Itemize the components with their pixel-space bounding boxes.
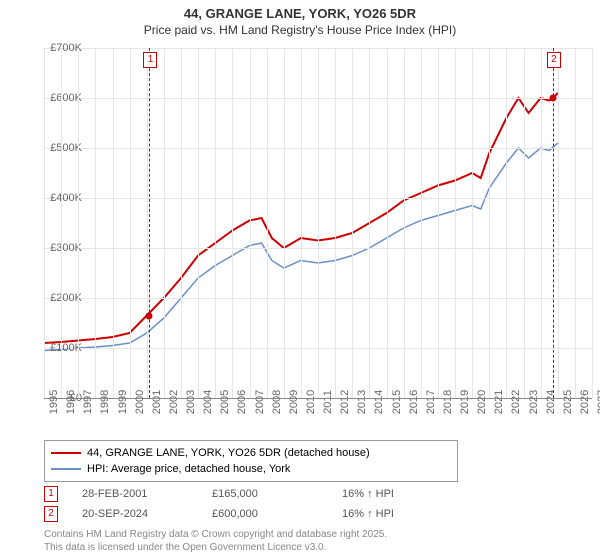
x-axis-label: 2022 — [510, 390, 522, 414]
gridline-vertical — [575, 48, 576, 398]
x-axis-label: 2006 — [236, 390, 248, 414]
gridline-vertical — [267, 48, 268, 398]
legend-item: 44, GRANGE LANE, YORK, YO26 5DR (detache… — [51, 445, 451, 461]
footer-change: 16% ↑ HPI — [342, 508, 472, 520]
x-axis-label: 2005 — [219, 390, 231, 414]
copyright-notice: Contains HM Land Registry data © Crown c… — [44, 528, 387, 554]
gridline-vertical — [558, 48, 559, 398]
chart-subtitle: Price paid vs. HM Land Registry's House … — [0, 23, 600, 37]
legend-label: 44, GRANGE LANE, YORK, YO26 5DR (detache… — [87, 447, 370, 459]
gridline-vertical — [215, 48, 216, 398]
footer-data-row: 1 28-FEB-2001£165,00016% ↑ HPI — [44, 484, 472, 504]
x-axis-label: 2003 — [185, 390, 197, 414]
x-axis-label: 2013 — [356, 390, 368, 414]
legend-swatch — [51, 452, 81, 454]
x-axis-label: 2011 — [322, 390, 334, 414]
gridline-vertical — [301, 48, 302, 398]
x-axis-label: 1999 — [117, 390, 129, 414]
footer-date: 28-FEB-2001 — [82, 488, 212, 500]
marker-point — [549, 95, 556, 102]
x-axis-label: 1998 — [99, 390, 111, 414]
x-axis-label: 2020 — [476, 390, 488, 414]
marker-data-table: 1 28-FEB-2001£165,00016% ↑ HPI 2 20-SEP-202… — [44, 484, 472, 524]
gridline-vertical — [181, 48, 182, 398]
footer-price: £600,000 — [212, 508, 342, 520]
gridline-vertical — [44, 48, 45, 398]
x-axis-label: 2026 — [579, 390, 591, 414]
footer-price: £165,000 — [212, 488, 342, 500]
gridline-vertical — [250, 48, 251, 398]
x-axis-label: 2010 — [305, 390, 317, 414]
gridline-vertical — [284, 48, 285, 398]
x-axis-label: 2007 — [254, 390, 266, 414]
x-axis-line — [44, 398, 592, 399]
footer-marker-box: 2 — [44, 506, 58, 522]
x-axis-label: 1997 — [82, 390, 94, 414]
x-axis-label: 2019 — [459, 390, 471, 414]
chart-legend: 44, GRANGE LANE, YORK, YO26 5DR (detache… — [44, 440, 458, 482]
gridline-vertical — [541, 48, 542, 398]
gridline-vertical — [387, 48, 388, 398]
gridline-vertical — [318, 48, 319, 398]
chart-title: 44, GRANGE LANE, YORK, YO26 5DR — [0, 6, 600, 21]
gridline-vertical — [592, 48, 593, 398]
x-axis-label: 2021 — [493, 390, 505, 414]
marker-point — [146, 312, 153, 319]
gridline-vertical — [335, 48, 336, 398]
chart-title-block: 44, GRANGE LANE, YORK, YO26 5DR Price pa… — [0, 0, 600, 37]
footer-data-row: 2 20-SEP-2024£600,00016% ↑ HPI — [44, 504, 472, 524]
marker-label-box: 2 — [547, 52, 561, 68]
x-axis-label: 2002 — [168, 390, 180, 414]
gridline-vertical — [95, 48, 96, 398]
legend-label: HPI: Average price, detached house, York — [87, 463, 290, 475]
gridline-vertical — [61, 48, 62, 398]
copyright-line1: Contains HM Land Registry data © Crown c… — [44, 528, 387, 541]
gridline-vertical — [438, 48, 439, 398]
x-axis-label: 2000 — [134, 390, 146, 414]
x-axis-label: 2018 — [442, 390, 454, 414]
x-axis-label: 2023 — [528, 390, 540, 414]
gridline-vertical — [489, 48, 490, 398]
gridline-vertical — [524, 48, 525, 398]
chart-plot-area: £0£100K£200K£300K£400K£500K£600K£700K199… — [44, 48, 592, 398]
legend-item: HPI: Average price, detached house, York — [51, 461, 451, 477]
gridline-vertical — [130, 48, 131, 398]
x-axis-label: 2024 — [545, 390, 557, 414]
gridline-vertical — [472, 48, 473, 398]
x-axis-label: 2001 — [151, 390, 163, 414]
x-axis-label: 2016 — [408, 390, 420, 414]
marker-guideline — [149, 48, 150, 398]
gridline-vertical — [369, 48, 370, 398]
x-axis-label: 2014 — [373, 390, 385, 414]
gridline-vertical — [404, 48, 405, 398]
marker-label-box: 1 — [143, 52, 157, 68]
gridline-vertical — [421, 48, 422, 398]
gridline-vertical — [506, 48, 507, 398]
x-axis-label: 2008 — [271, 390, 283, 414]
footer-change: 16% ↑ HPI — [342, 488, 472, 500]
gridline-vertical — [455, 48, 456, 398]
gridline-vertical — [232, 48, 233, 398]
gridline-vertical — [198, 48, 199, 398]
legend-swatch — [51, 468, 81, 470]
x-axis-label: 2012 — [339, 390, 351, 414]
footer-marker-box: 1 — [44, 486, 58, 502]
gridline-vertical — [78, 48, 79, 398]
footer-date: 20-SEP-2024 — [82, 508, 212, 520]
x-axis-label: 2004 — [202, 390, 214, 414]
x-axis-label: 2027 — [596, 390, 600, 414]
gridline-vertical — [164, 48, 165, 398]
gridline-vertical — [147, 48, 148, 398]
x-axis-label: 2017 — [425, 390, 437, 414]
x-axis-label: 1995 — [48, 390, 60, 414]
x-axis-label: 2025 — [562, 390, 574, 414]
gridline-vertical — [352, 48, 353, 398]
gridline-vertical — [113, 48, 114, 398]
copyright-line2: This data is licensed under the Open Gov… — [44, 541, 387, 554]
x-axis-label: 2015 — [391, 390, 403, 414]
x-axis-label: 2009 — [288, 390, 300, 414]
x-axis-label: 1996 — [65, 390, 77, 414]
